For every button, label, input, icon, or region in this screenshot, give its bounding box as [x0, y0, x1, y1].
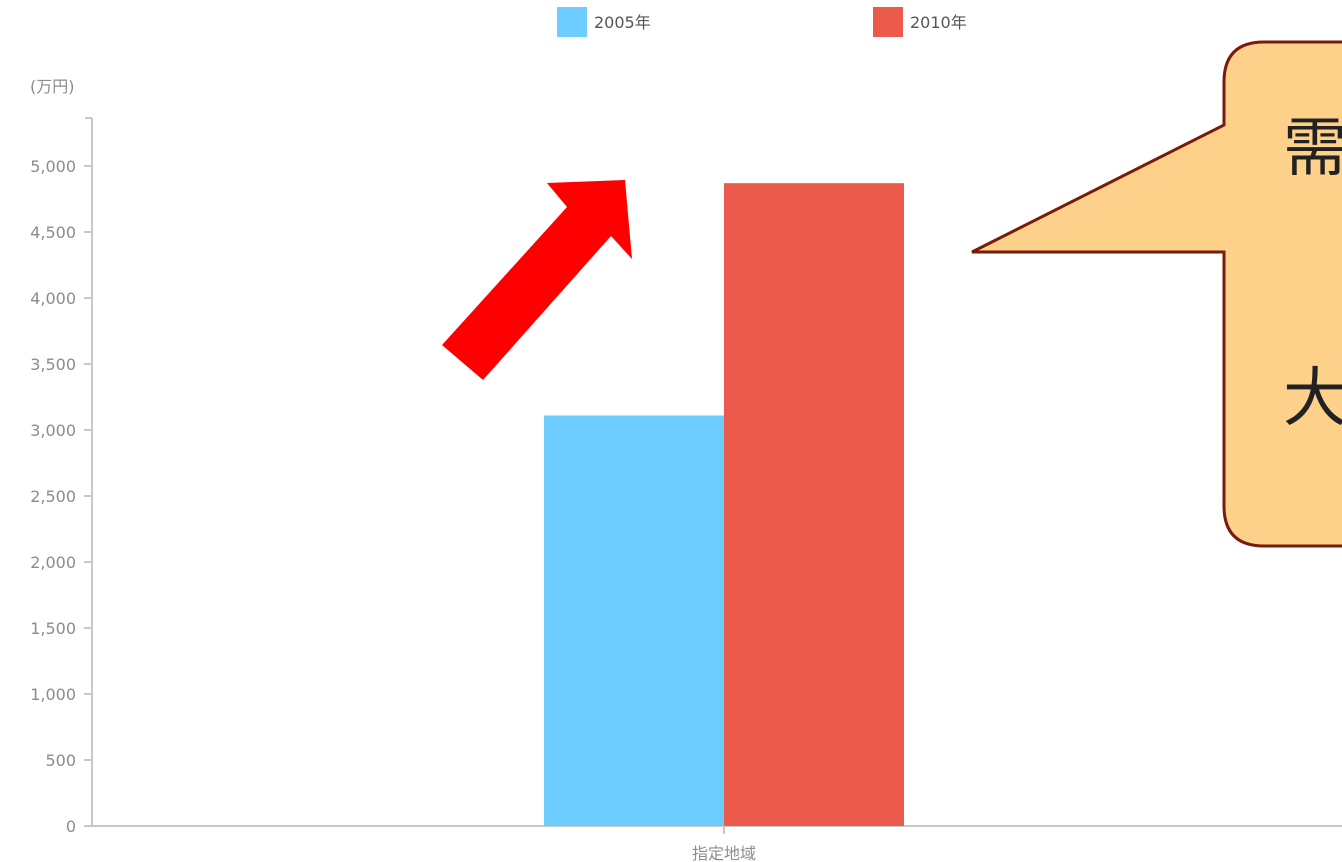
y-tick-label: 4,500 [30, 223, 76, 242]
up-right-arrow-icon [442, 180, 632, 380]
y-tick-label: 5,000 [30, 157, 76, 176]
x-category-label: 指定地域 [692, 844, 756, 862]
legend-label-2005: 2005年 [594, 13, 651, 32]
legend-swatch-2010 [873, 7, 903, 37]
legend-label-2010: 2010年 [910, 13, 967, 32]
y-tick-label: 2,000 [30, 553, 76, 572]
bar-2010年 [724, 183, 904, 826]
y-tick-label: 1,000 [30, 685, 76, 704]
y-axis-unit-label: (万円) [30, 77, 75, 96]
y-tick-label: 2,500 [30, 487, 76, 506]
bar-2005年 [544, 415, 724, 826]
callout-bubble: 需 大 [971, 40, 1342, 548]
y-tick-label: 3,000 [30, 421, 76, 440]
axes: 0 500 1,000 1,500 2,000 2,500 3,000 3,500 4,000 4… [30, 117, 1342, 836]
bars [544, 183, 904, 826]
y-tick-label: 0 [66, 817, 76, 836]
y-tick-label: 1,500 [30, 619, 76, 638]
callout-text-line-2: 大 [1283, 362, 1342, 436]
y-tick-label: 3,500 [30, 355, 76, 374]
legend-swatch-2005 [557, 7, 587, 37]
legend: 2005年 2010年 [557, 7, 967, 37]
y-tick-label: 500 [45, 751, 76, 770]
callout-text-line-1: 需 [1283, 112, 1342, 186]
y-tick-label: 4,000 [30, 289, 76, 308]
